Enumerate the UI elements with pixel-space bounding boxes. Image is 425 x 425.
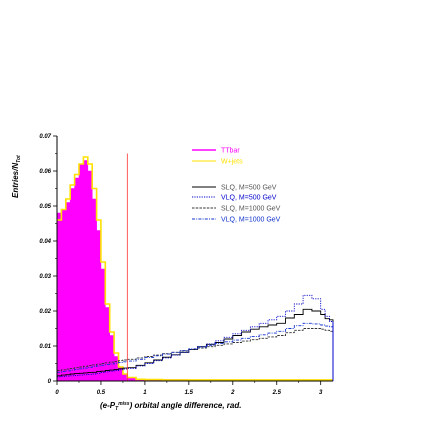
x-tick-label: 2 [230,390,235,396]
series-line-slq-m-500-gev [57,308,334,377]
legend-label-w-jets: W+jets [221,159,243,166]
x-tick-label: 2.5 [272,390,282,396]
y-tick-label: 0.06 [39,169,51,175]
y-tick-label: 0.01 [39,344,51,350]
series-area-ttbar [56,160,334,382]
x-tick-label: 1.5 [185,390,194,396]
x-axis-title-sup: miss [118,401,130,407]
y-axis-title: Entries/NTot [11,155,22,198]
series-line-w-jets [57,156,333,381]
x-tick-label: 0.5 [97,390,106,396]
x-axis-title-main: (e-P [100,401,116,410]
legend-label-vlq-m-1000-gev: VLQ, M=1000 GeV [221,217,281,224]
series-line-vlq-m-1000-gev [57,322,334,373]
plot-area [56,153,334,382]
x-axis-title: (e-PTmiss) orbital angle difference, rad… [100,401,241,412]
legend-label-slq-m-500-gev: SLQ, M=500 GeV [221,185,277,192]
legend-label-ttbar: TTbar [221,148,240,155]
x-axis-title-rest: ) orbital angle difference, rad. [129,401,242,410]
y-axis-title-main: Entries/N [11,163,20,198]
y-tick-label: 0.07 [39,134,51,140]
x-tick-label: 3 [319,390,323,396]
y-tick-label: 0.03 [39,274,51,280]
x-tick-label: 0 [55,390,59,396]
x-axis-title-sub: T [115,406,119,412]
x-tick-label: 1 [143,390,147,396]
y-tick-label: 0 [48,379,52,385]
legend-label-vlq-m-500-gev: VLQ, M=500 GeV [221,195,277,202]
legend-label-slq-m-1000-gev: SLQ, M=1000 GeV [221,206,281,213]
y-axis-title-sub: Tot [16,155,22,163]
axes: 0 0.5 1 1.5 2 2.5 3 0 0.01 0.02 0.03 0.04 0.05 0.06 0.… [39,134,333,396]
series-line-vlq-m-500-gev [57,294,334,378]
y-tick-label: 0.04 [39,239,51,245]
y-tick-label: 0.05 [39,204,51,210]
y-tick-label: 0.02 [39,309,51,315]
legend: TTbar W+jets SLQ, M=500 GeV VLQ, M=500 GeV S… [192,148,281,224]
